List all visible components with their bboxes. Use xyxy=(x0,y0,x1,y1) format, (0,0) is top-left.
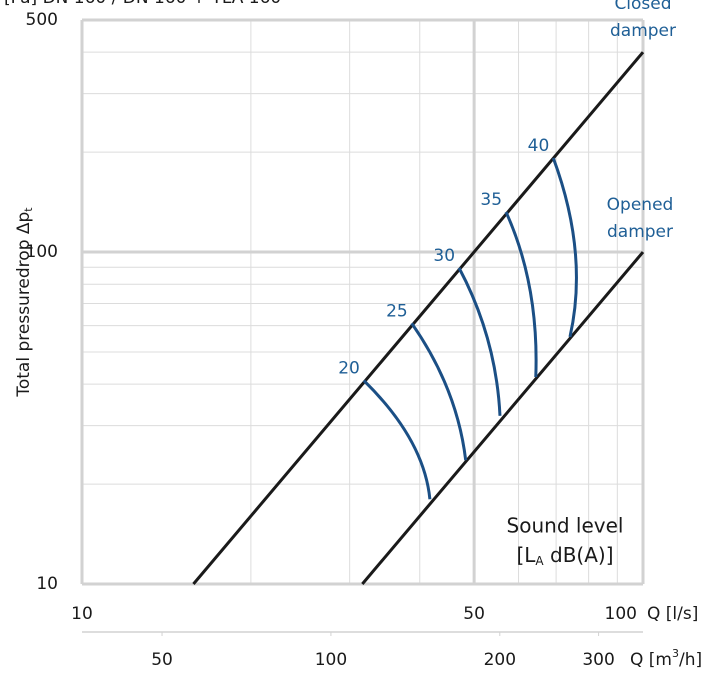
y-tick-label: 10 xyxy=(36,574,58,594)
damper-label: Closed xyxy=(614,0,671,14)
x-tick-label: 100 xyxy=(605,604,637,624)
x-tick-label: 50 xyxy=(463,604,485,624)
x2-tick-label: 100 xyxy=(315,650,347,670)
y-axis-label-main: Total pressuredrop Δp xyxy=(14,212,34,398)
chart-title: [Pa] DN 160 / DN 160 + TLA 160 xyxy=(4,0,281,8)
sound-curve xyxy=(551,157,578,338)
curve-label: 20 xyxy=(338,359,360,379)
legend-unit-sub: A xyxy=(535,554,544,568)
y-axis-label: Total pressuredrop Δpt xyxy=(14,207,35,398)
x2-tick-label: 50 xyxy=(151,650,173,670)
legend-unit-a: [L xyxy=(516,543,536,567)
curve-label: 35 xyxy=(480,190,502,210)
legend-title: Sound level xyxy=(507,514,624,538)
damper-label: damper xyxy=(610,21,676,41)
legend-unit: [LA dB(A)] xyxy=(516,543,613,568)
sound-curve xyxy=(457,267,502,416)
sound-curve xyxy=(362,379,432,500)
curve-label: 25 xyxy=(386,301,408,321)
x-tick-label: 10 xyxy=(71,604,93,624)
damper-label: damper xyxy=(607,222,673,242)
x2-tick-label: 300 xyxy=(582,650,614,670)
x2-axis-label: Q [m3/h] xyxy=(630,647,702,670)
legend-unit-b: dB(A)] xyxy=(544,543,614,567)
curve-label: 40 xyxy=(528,136,550,156)
x-axis-label: Q [l/s] xyxy=(647,604,698,624)
x2-label-b: /h] xyxy=(679,650,702,670)
sound-curve xyxy=(504,211,538,378)
x2-label-sup: 3 xyxy=(672,647,679,660)
sound-curve xyxy=(410,322,468,461)
damper-line xyxy=(192,51,645,585)
damper-label: Opened xyxy=(607,195,674,215)
damper-line xyxy=(361,251,645,585)
y-tick-label: 100 xyxy=(26,242,58,262)
x2-tick-label: 200 xyxy=(484,650,516,670)
y-tick-label: 500 xyxy=(26,10,58,30)
curve-label: 30 xyxy=(433,246,455,266)
x2-label-a: Q [m xyxy=(630,650,672,670)
y-axis-label-sub: t xyxy=(22,207,35,212)
